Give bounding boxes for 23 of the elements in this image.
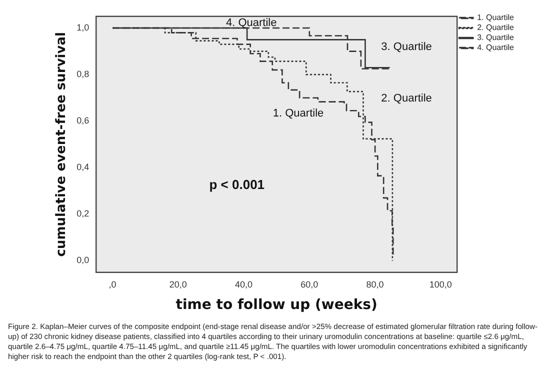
x-axis-title: time to follow up (weeks) [176,297,378,314]
y-tick-label: 0,4 [76,162,90,172]
text: 4. Quartile [226,16,277,29]
y-tick-label: 0,0 [76,255,90,266]
x-tick-label: ,0 [108,279,116,290]
x-tick-label: 60,0 [300,279,318,290]
x-tick-label: 100,0 [429,279,452,290]
annotation: p < 0.001 [209,176,265,192]
y-tick-label: 0,8 [76,69,90,80]
x-tick-label: 80,0 [366,279,384,290]
text: 1. Quartile [272,108,324,120]
x-tick-label: 40,0 [235,279,253,290]
legend-label: 3. Quartile [477,33,515,42]
text: 3. Quartile [381,41,432,54]
y-tick-label: 0,6 [76,116,90,126]
legend-label: 4. Quartile [477,43,515,52]
legend-label: 1. Quartile [477,13,515,22]
text: 2. Quartile [381,92,432,104]
y-tick-label: 0,2 [76,208,90,219]
x-tick-label: 20,0 [169,279,187,290]
y-axis-title: cumulative event-free survival [54,32,70,257]
y-tick-label: 1,0 [76,22,90,33]
legend-label: 2. Quartile [477,23,515,32]
